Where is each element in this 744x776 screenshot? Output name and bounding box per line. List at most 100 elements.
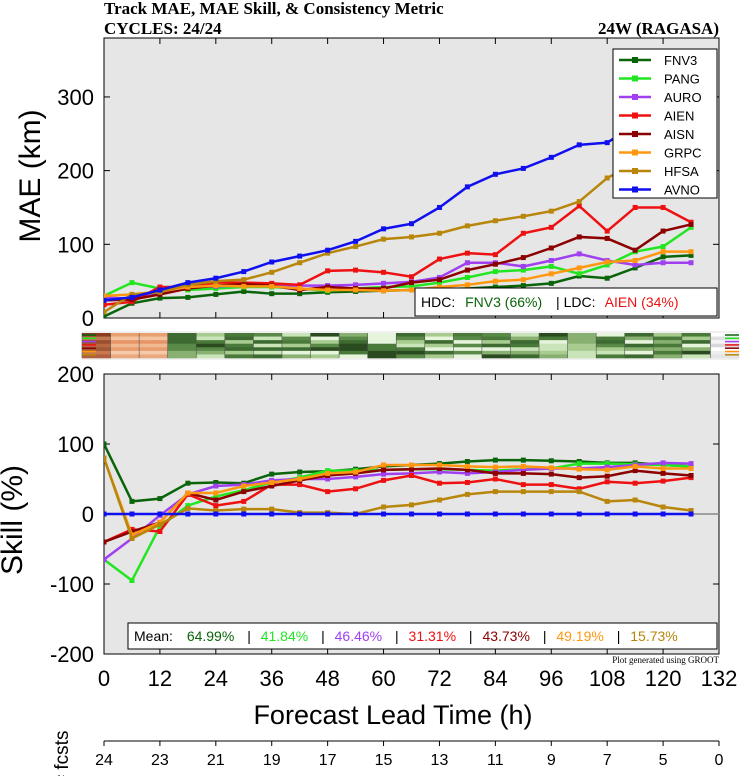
mean-aisn: 43.73% (482, 628, 529, 644)
mae-point-avno (104, 297, 107, 303)
consistency-cell (139, 343, 169, 348)
mae-point-fnv3 (185, 294, 191, 300)
mae-point-hfsa (520, 213, 526, 219)
skill-point-hfsa (185, 505, 191, 511)
consistency-cell (653, 336, 683, 341)
consistency-cell (710, 350, 740, 355)
skill-x-tick-label: 84 (483, 666, 507, 691)
consistency-cell (481, 347, 511, 352)
skill-point-pang (213, 494, 219, 499)
mae-series-hfsa (104, 126, 692, 314)
consistency-cell (396, 350, 426, 355)
skill-point-aien (632, 480, 638, 486)
consistency-cell (596, 343, 626, 348)
mae-point-avno (576, 142, 582, 148)
mae-point-hfsa (104, 309, 107, 315)
consistency-cell (167, 354, 197, 359)
skill-point-auro (213, 483, 219, 489)
skill-point-fnv3 (520, 457, 526, 463)
mae-point-hfsa (576, 199, 582, 205)
ldc-value: AIEN (34%) (605, 294, 679, 310)
consistency-cell (167, 333, 197, 337)
skill-point-aien (548, 482, 554, 488)
mae-point-avno (548, 154, 554, 160)
skill-point-avno (409, 511, 414, 517)
consistency-cell (539, 354, 569, 359)
consistency-cell (567, 347, 597, 352)
mae-y-tick-label: 300 (57, 85, 94, 110)
hdc-ldc-box (414, 287, 718, 317)
consistency-cell (424, 336, 454, 341)
consistency-cell (510, 350, 540, 355)
mean-aien: 31.31% (409, 628, 456, 644)
skill-point-pang (129, 578, 135, 583)
mae-point-fnv3 (688, 252, 694, 258)
skill-point-aien (297, 482, 303, 488)
consistency-cell (253, 340, 283, 345)
mae-point-avno (325, 247, 331, 253)
skill-point-grpc (492, 464, 498, 470)
skill-point-auro (325, 476, 331, 482)
consistency-cell (82, 340, 112, 345)
consistency-cell (224, 347, 254, 352)
mean-fnv3: 64.99% (187, 628, 234, 644)
consistency-cell (367, 336, 397, 341)
consistency-cell (424, 350, 454, 355)
consistency-cell (653, 343, 683, 348)
mae-point-grpc (409, 287, 414, 293)
consistency-cell (367, 343, 397, 348)
skill-series-aien (104, 474, 692, 544)
ldc-label: | LDC: (556, 294, 595, 310)
consistency-cell (510, 340, 540, 345)
consistency-cell (624, 336, 654, 341)
mae-series-avno (104, 73, 692, 302)
skill-series-auro (104, 461, 692, 561)
skill-point-auro (353, 474, 359, 480)
skill-point-grpc (213, 490, 219, 496)
mae-point-pang (129, 280, 135, 286)
skill-point-fnv3 (185, 480, 191, 486)
consistency-cell (453, 336, 483, 341)
mae-point-aisn (464, 267, 470, 273)
mae-point-pang (436, 280, 442, 286)
consistency-cell (481, 340, 511, 345)
skill-point-avno (104, 511, 107, 517)
skill-point-hfsa (464, 491, 470, 497)
mae-point-avno (381, 226, 387, 232)
legend-marker-aisn (632, 131, 638, 137)
legend-label-aisn: AISN (664, 127, 694, 142)
consistency-cell (539, 350, 569, 355)
mae-point-grpc (576, 265, 582, 271)
skill-point-grpc (269, 480, 275, 485)
consistency-cell (224, 336, 254, 341)
mae-point-aisn (409, 280, 414, 286)
consistency-cell (310, 340, 340, 345)
consistency-cell (681, 333, 711, 337)
legend-marker-hfsa (632, 168, 638, 174)
skill-point-aisn (213, 497, 219, 503)
skill-point-fnv3 (104, 441, 107, 447)
consistency-cell (624, 350, 654, 355)
mae-point-aien (632, 204, 638, 210)
consistency-cell (253, 347, 283, 352)
skill-point-aisn (241, 489, 247, 495)
skill-point-avno (325, 511, 331, 517)
consistency-cell (653, 340, 683, 345)
skill-y-tick-label: 200 (57, 362, 94, 387)
skill-point-aisn (104, 539, 107, 545)
mae-point-avno (269, 259, 275, 265)
mae-point-grpc (436, 284, 442, 290)
skill-point-aien (353, 486, 359, 492)
fcsts-tick-label: 7 (603, 752, 612, 769)
consistency-cell (310, 333, 340, 337)
legend-label-auro: AURO (664, 90, 702, 105)
skill-series-group (104, 441, 694, 583)
consistency-cell (139, 336, 169, 341)
consistency-cell (396, 340, 426, 345)
mae-point-pang (492, 269, 498, 275)
consistency-cell (196, 343, 226, 348)
skill-point-avno (520, 511, 526, 517)
mae-point-fnv3 (492, 284, 498, 290)
consistency-cell (453, 340, 483, 345)
consistency-cell (710, 343, 740, 348)
